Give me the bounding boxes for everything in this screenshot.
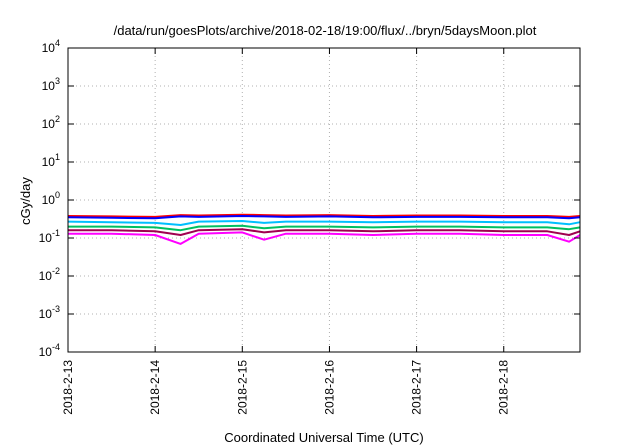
- series-group: [67, 213, 581, 245]
- x-tick-label: 2018-2-14: [148, 360, 162, 415]
- series-line-5: [68, 228, 581, 236]
- y-axis-label: cGy/day: [18, 177, 33, 225]
- series-line-2: [67, 215, 581, 220]
- x-axis: 2018-2-13 2018-2-14 2018-2-15 2018-2-16 2018…: [61, 48, 511, 415]
- x-axis-label: Coordinated Universal Time (UTC): [224, 430, 423, 445]
- chart-title: /data/run/goesPlots/archive/2018-02-18/1…: [114, 23, 537, 38]
- y-tick-label: 10-2: [39, 266, 60, 283]
- series-line-3: [67, 220, 581, 226]
- y-tick-label: 102: [42, 114, 60, 131]
- y-tick-label: 101: [42, 152, 60, 169]
- y-tick-label: 10-1: [39, 228, 60, 245]
- x-tick-label: 2018-2-13: [61, 360, 75, 415]
- y-tick-label: 103: [42, 76, 60, 93]
- y-tick-label: 10-3: [39, 304, 60, 321]
- series-line-6: [68, 231, 581, 245]
- x-tick-label: 2018-2-18: [497, 360, 511, 415]
- series-line-4: [68, 224, 581, 232]
- y-tick-label: 104: [42, 38, 60, 55]
- grid-lines: [68, 48, 580, 352]
- series-line-1: [67, 213, 581, 218]
- x-tick-label: 2018-2-15: [235, 360, 249, 415]
- x-tick-label: 2018-2-17: [410, 360, 424, 415]
- y-axis: 104 103 102 101 100 10-1 10-2 10-3 10-4: [39, 38, 580, 359]
- y-tick-label: 10-4: [39, 342, 60, 359]
- y-tick-label: 100: [42, 190, 60, 207]
- x-tick-label: 2018-2-16: [322, 360, 336, 415]
